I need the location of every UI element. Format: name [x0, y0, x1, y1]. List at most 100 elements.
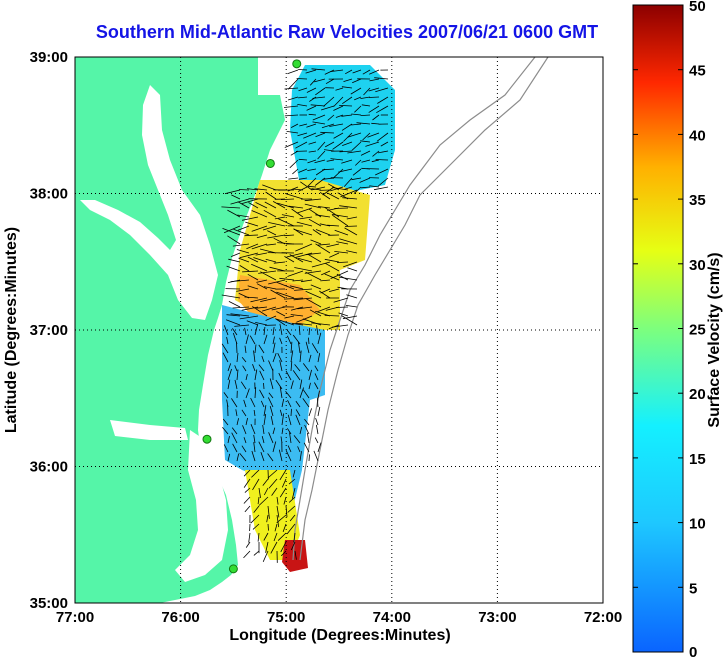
- velocity-vector: [342, 197, 358, 200]
- velocity-vector: [270, 289, 286, 299]
- velocity-vector: [280, 198, 295, 200]
- velocity-vector: [317, 353, 321, 363]
- velocity-vector: [290, 341, 293, 354]
- velocity-vector: [262, 478, 269, 486]
- velocity-vector: [308, 150, 317, 153]
- velocity-vector: [344, 227, 358, 236]
- velocity-vector: [295, 141, 308, 149]
- velocity-vector: [239, 265, 250, 272]
- velocity-vector: [285, 390, 292, 399]
- velocity-vector: [268, 478, 278, 489]
- velocity-vector: [327, 183, 340, 191]
- colorbar-tick-label: 35: [689, 192, 706, 209]
- velocity-vector: [263, 382, 265, 390]
- velocity-vector: [297, 446, 301, 453]
- velocity-vector: [314, 373, 319, 381]
- velocity-vector: [227, 453, 231, 462]
- velocity-vector: [341, 114, 353, 117]
- velocity-vector: [275, 318, 286, 326]
- velocity-vector: [244, 327, 247, 336]
- velocity-vector: [317, 306, 331, 313]
- velocity-vector: [277, 202, 295, 209]
- velocity-vector: [362, 69, 371, 75]
- radar-site-marker: [228, 564, 238, 574]
- velocity-vector: [342, 96, 353, 105]
- velocity-vector: [317, 332, 322, 345]
- velocity-vector: [267, 523, 269, 531]
- velocity-vector: [234, 324, 250, 327]
- velocity-vector: [317, 243, 331, 246]
- velocity-vector: [318, 206, 331, 209]
- velocity-vector: [262, 225, 277, 231]
- velocity-vector: [315, 87, 326, 96]
- velocity-vector: [295, 243, 313, 252]
- colorbar-tick-label: 45: [689, 63, 706, 80]
- velocity-vector: [290, 361, 293, 372]
- velocity-vector: [236, 288, 250, 292]
- velocity-vector: [324, 69, 335, 75]
- velocity-vector: [290, 350, 294, 363]
- velocity-vector: [254, 324, 259, 336]
- velocity-vector: [232, 332, 238, 345]
- velocity-vector: [314, 159, 326, 164]
- velocity-vector: [345, 305, 358, 308]
- velocity-vector: [292, 334, 301, 345]
- velocity-vector: [291, 208, 304, 218]
- pamlico-sound: [175, 430, 228, 582]
- velocity-vector: [306, 123, 317, 128]
- velocity-vector: [256, 279, 268, 283]
- velocity-vector: [359, 177, 371, 183]
- velocity-vector: [255, 202, 268, 209]
- velocity-vector: [252, 364, 256, 372]
- velocity-vector: [236, 418, 239, 426]
- velocity-vector: [253, 409, 256, 417]
- velocity-vector: [331, 214, 349, 218]
- velocity-vector: [289, 254, 304, 263]
- velocity-vector: [295, 414, 301, 426]
- velocity-vector: [360, 140, 371, 143]
- velocity-vector: [247, 285, 259, 290]
- velocity-vector: [360, 150, 371, 156]
- velocity-vector: [230, 252, 241, 257]
- velocity-vector: [310, 284, 322, 290]
- velocity-vector: [307, 168, 317, 171]
- velocity-vector: [231, 398, 238, 408]
- velocity-vector: [363, 87, 371, 96]
- velocity-vector: [258, 344, 265, 354]
- velocity-vector: [346, 294, 358, 299]
- velocity-vector: [299, 426, 303, 435]
- velocity-vector: [258, 441, 265, 453]
- velocity-vector: [250, 514, 260, 524]
- velocity-vector: [268, 360, 274, 372]
- velocity-vector: [315, 132, 326, 138]
- velocity-vector: [244, 505, 251, 513]
- velocity-vector: [272, 352, 277, 363]
- velocity-vector: [332, 141, 344, 150]
- velocity-vector: [353, 186, 362, 194]
- velocity-vector: [254, 387, 257, 399]
- velocity-vector: [272, 327, 275, 336]
- velocity-vector: [324, 273, 340, 281]
- velocity-vector: [267, 505, 270, 519]
- colorbar-label: Surface Velocity (cm/s): [706, 252, 723, 427]
- velocity-vector: [342, 141, 353, 146]
- velocity-vector: [361, 104, 371, 107]
- colorbar-tick-labels: 50 45 40 35 30 25 20 15 10 5 0: [689, 0, 706, 659]
- velocity-vector: [239, 453, 247, 462]
- y-tick-label: 36:00: [30, 459, 68, 476]
- velocity-vector: [325, 262, 340, 272]
- velocity-vector: [376, 105, 389, 114]
- velocity-vector: [267, 230, 277, 236]
- velocity-vector: [293, 228, 313, 236]
- velocity-vector: [311, 188, 322, 191]
- velocity-vector: [267, 453, 274, 462]
- velocity-vector: [271, 487, 278, 496]
- velocity-vector: [360, 114, 371, 116]
- velocity-vector: [324, 149, 335, 152]
- velocity-vector: [361, 159, 371, 163]
- velocity-vector: [308, 218, 322, 227]
- velocity-vector: [251, 263, 268, 272]
- velocity-vector: [243, 550, 251, 559]
- velocity-vector: [368, 87, 380, 92]
- velocity-vector: [244, 296, 259, 299]
